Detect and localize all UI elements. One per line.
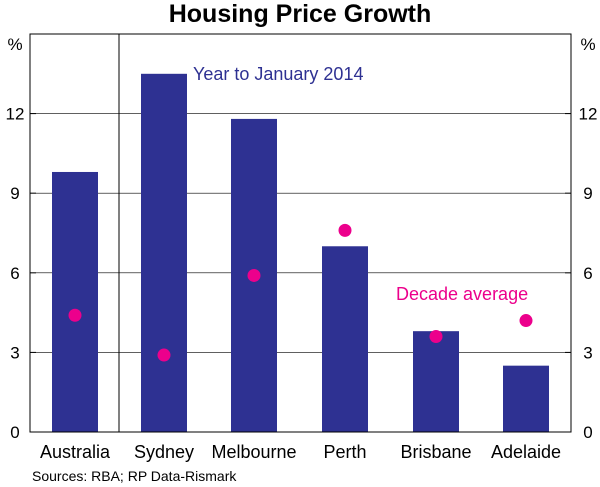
dot-series [68,223,533,362]
chart-title: Housing Price Growth [169,0,432,28]
source-note: Sources: RBA; RP Data-Rismark [32,468,237,484]
dot-melbourne [247,268,261,282]
y-tick-label-right: 9 [583,184,592,203]
plot-frame [29,33,572,433]
y-tick-label-left: 12 [6,105,25,124]
bar-perth [322,246,368,432]
dot-sydney [157,348,171,362]
dot-adelaide [519,314,533,328]
y-tick-label-right: 6 [583,264,592,283]
category-label-brisbane: Brisbane [400,442,471,462]
y-tick-label-left: 0 [10,423,19,442]
legend-dot-label: Decade average [396,284,528,304]
bar-adelaide [503,365,549,432]
y-tick-label-right: 3 [583,343,592,362]
dot-australia [68,308,82,322]
dot-perth [338,223,352,237]
y-tick-label-right: 12 [579,105,598,124]
bar-series [52,73,549,433]
bar-sydney [141,73,187,433]
category-label-australia: Australia [40,442,111,462]
y-tick-label-left: 6 [10,264,19,283]
y-tick-label-left: 9 [10,184,19,203]
category-label-perth: Perth [323,442,366,462]
left-axis-unit: % [7,35,22,54]
category-label-sydney: Sydney [134,442,194,462]
y-tick-label-left: 3 [10,343,19,362]
category-label-adelaide: Adelaide [491,442,561,462]
right-axis-unit: % [580,35,595,54]
legend-bar-label: Year to January 2014 [193,64,363,84]
bar-brisbane [413,331,459,432]
gridlines [30,113,571,353]
y-tick-label-right: 0 [583,423,592,442]
category-label-melbourne: Melbourne [211,442,296,462]
bar-australia [52,171,98,432]
category-labels: Australia Sydney Melbourne Perth Brisbane Ade… [40,442,561,462]
dot-brisbane [429,329,443,343]
y-axis-ticks: 0 0 3 3 6 6 9 9 12 12 [6,105,598,442]
